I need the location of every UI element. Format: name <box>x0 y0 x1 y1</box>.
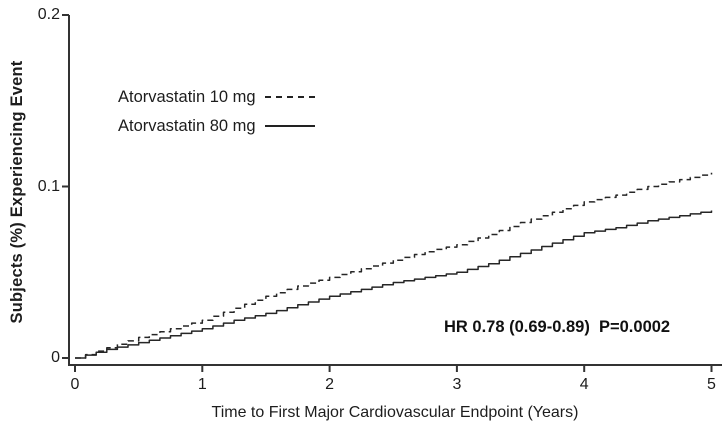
x-tick-label: 2 <box>325 376 335 393</box>
series-solid <box>75 210 713 359</box>
legend: Atorvastatin 10 mg Atorvastatin 80 mg <box>118 87 315 136</box>
legend-item-atorvastatin-80mg: Atorvastatin 80 mg <box>118 116 315 136</box>
x-tick-label: 4 <box>579 376 589 393</box>
axis-frame <box>68 15 722 366</box>
x-tick-label: 0 <box>70 376 80 393</box>
legend-item-atorvastatin-10mg: Atorvastatin 10 mg <box>118 87 315 107</box>
y-tick-label: 0.2 <box>37 6 60 23</box>
x-tick-label: 5 <box>707 376 716 393</box>
legend-label: Atorvastatin 80 mg <box>118 116 256 135</box>
y-tick-label: 0 <box>51 349 60 366</box>
x-tick-label: 3 <box>452 376 462 393</box>
y-tick-label: 0.1 <box>37 177 60 195</box>
series-dashed <box>75 172 713 359</box>
hazard-ratio-annotation: HR 0.78 (0.69-0.89) P=0.0002 <box>444 318 671 336</box>
solid-line-sample <box>264 125 315 127</box>
legend-label: Atorvastatin 10 mg <box>118 87 256 106</box>
x-axis-title: Time to First Major Cardiovascular Endpo… <box>211 404 579 421</box>
dashed-line-sample <box>264 96 315 98</box>
x-tick-label: 1 <box>197 376 207 393</box>
